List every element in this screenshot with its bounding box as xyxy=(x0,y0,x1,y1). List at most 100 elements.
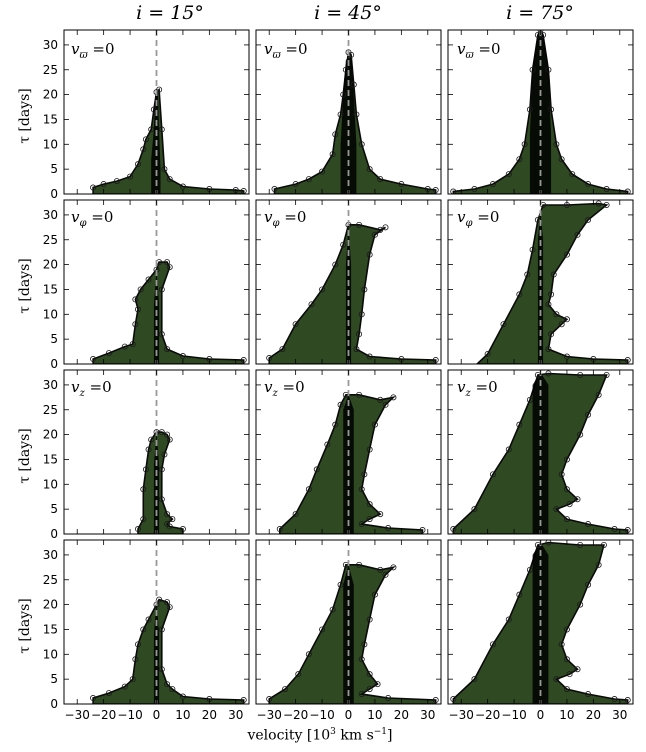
x-tick-label: 0 xyxy=(537,708,545,722)
y-tick-label: 0 xyxy=(50,527,58,541)
data-point xyxy=(361,641,368,648)
data-point xyxy=(574,496,581,503)
data-point xyxy=(134,641,141,648)
y-tick-label: 10 xyxy=(43,647,58,661)
x-tick-label: −10 xyxy=(501,708,526,722)
data-point xyxy=(558,471,565,478)
y-tick-label: 0 xyxy=(50,357,58,371)
x-tick-label: −20 xyxy=(91,708,116,722)
data-point xyxy=(563,251,570,258)
column-title-i15: i = 15° xyxy=(136,2,204,24)
data-point xyxy=(161,451,168,458)
data-point xyxy=(358,141,365,148)
data-point xyxy=(145,276,152,283)
scatter-envelope xyxy=(92,598,245,704)
data-point xyxy=(574,231,581,238)
data-point xyxy=(505,171,512,178)
data-point xyxy=(595,200,602,207)
data-point xyxy=(574,666,581,673)
data-point xyxy=(563,486,570,493)
panel-r4-c3: −30 −20 −10 0 10 20 30 xyxy=(447,539,634,722)
panel-r4-c2: −30 −20 −10 0 10 20 30 xyxy=(255,539,442,722)
data-point xyxy=(611,526,618,533)
y-tick-label: 25 xyxy=(43,63,58,77)
data-point xyxy=(516,156,523,163)
row-label-vphi-col3: vφ =0 xyxy=(457,208,500,229)
data-point xyxy=(545,370,552,377)
data-point xyxy=(553,141,560,148)
data-point xyxy=(105,350,112,357)
data-point xyxy=(358,486,365,493)
x-axis-label: velocity [103 km s−1] xyxy=(247,727,393,744)
data-point xyxy=(292,321,299,328)
panel-data xyxy=(90,540,247,704)
data-point xyxy=(385,525,392,532)
data-point xyxy=(566,671,573,678)
x-tick-label: −10 xyxy=(117,708,142,722)
data-point xyxy=(553,676,560,683)
data-point xyxy=(340,91,347,98)
row-label-vz: vz =0 xyxy=(71,378,112,399)
y-tick-label: 10 xyxy=(43,477,58,491)
y-tick-label: 5 xyxy=(50,332,58,346)
data-point xyxy=(140,626,147,633)
data-point xyxy=(358,311,365,318)
data-point xyxy=(356,331,363,338)
panel-data xyxy=(266,200,439,364)
panel-data xyxy=(450,540,631,704)
y-tick-label: 30 xyxy=(43,38,58,52)
data-point xyxy=(595,561,602,568)
panel-data xyxy=(266,540,439,704)
data-point xyxy=(358,521,365,528)
row-label-vpi-col3: vϖ =0 xyxy=(457,40,501,61)
row-label-vphi: vφ =0 xyxy=(71,208,114,229)
x-tick-label: 10 xyxy=(175,708,190,722)
column-title-i45: i = 45° xyxy=(314,2,382,24)
x-tick-label: 10 xyxy=(559,708,574,722)
panel-data xyxy=(271,30,439,194)
data-point xyxy=(624,697,631,704)
y-tick-label: 25 xyxy=(43,233,58,247)
data-point xyxy=(145,616,152,623)
data-point xyxy=(534,216,541,223)
panel-r2-c3 xyxy=(447,199,634,365)
data-point xyxy=(563,456,570,463)
data-point xyxy=(624,188,631,194)
data-point xyxy=(585,411,592,418)
x-tick-label: 20 xyxy=(586,708,601,722)
data-point xyxy=(140,516,147,523)
x-tick-label: 30 xyxy=(228,708,243,722)
scatter-core xyxy=(153,269,160,364)
data-point xyxy=(145,446,152,453)
panel-r1-c3 xyxy=(447,29,634,195)
data-point xyxy=(140,486,147,493)
data-point xyxy=(361,471,368,478)
data-point xyxy=(121,343,128,350)
data-point xyxy=(148,126,155,133)
data-point xyxy=(132,321,139,328)
data-point xyxy=(134,306,141,313)
data-point xyxy=(585,216,592,223)
data-point xyxy=(166,604,173,611)
data-point xyxy=(161,166,168,173)
data-point xyxy=(377,511,384,518)
data-point xyxy=(432,187,439,194)
data-point xyxy=(105,690,112,697)
data-point xyxy=(382,401,389,408)
y-tick-label: 25 xyxy=(43,573,58,587)
y-tick-label: 10 xyxy=(43,307,58,321)
data-point xyxy=(366,446,373,453)
data-point xyxy=(332,131,339,138)
data-point xyxy=(358,656,365,663)
data-point xyxy=(371,591,378,598)
data-point xyxy=(164,599,171,606)
data-point xyxy=(377,566,384,573)
data-point xyxy=(134,526,141,533)
data-point xyxy=(90,695,97,702)
scatter-envelope xyxy=(475,202,629,364)
y-tick-label: 30 xyxy=(43,208,58,222)
x-tick-label: 0 xyxy=(345,708,353,722)
data-point xyxy=(271,186,278,193)
data-point xyxy=(366,616,373,623)
